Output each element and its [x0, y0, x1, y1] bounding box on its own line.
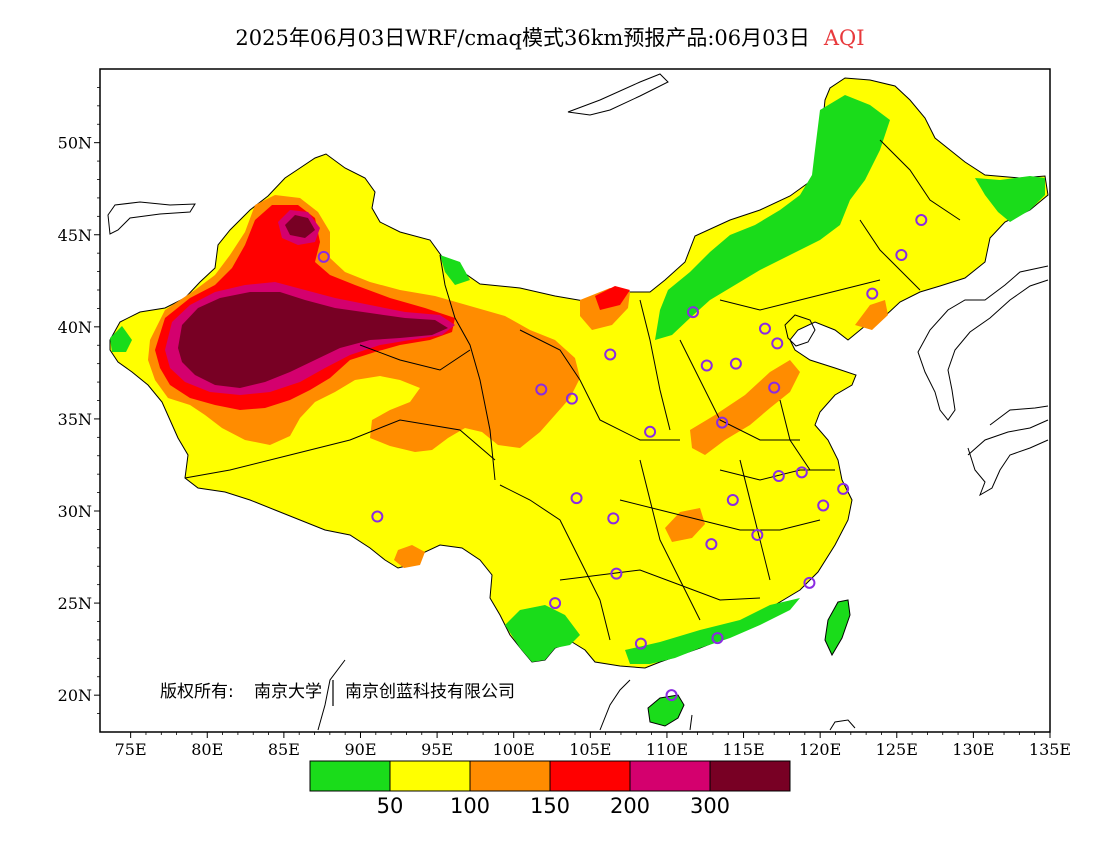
aqi-green-guangdong [625, 598, 800, 664]
station-marker [711, 632, 724, 645]
station-marker [604, 348, 617, 361]
aqi-maroon-taklimakan [178, 292, 448, 388]
lat-tick-label: 40N [58, 318, 92, 337]
station-marker [751, 528, 764, 541]
map-content [107, 73, 1049, 731]
station-marker [803, 576, 816, 589]
station-marker [686, 306, 699, 319]
station-marker [570, 492, 583, 505]
station-marker [634, 637, 647, 650]
colorbar-swatch [469, 760, 551, 792]
lon-tick-label: 110E [646, 740, 688, 759]
colorbar-label: 50 [377, 794, 404, 818]
longitude-axis: 75E 80E 85E 90E 95E 100E 105E 110E 115E 120E 125E 1… [115, 732, 1071, 759]
lat-tick-label: 35N [58, 410, 92, 429]
copyright-org2: 南京创蓝科技有限公司 [345, 682, 515, 702]
station-marker [700, 359, 713, 372]
lon-tick-label: 95E [421, 740, 453, 759]
province-boundaries [184, 139, 961, 641]
aqi-green-northeast [655, 95, 890, 340]
station-marker [705, 538, 718, 551]
station-marker [837, 482, 850, 495]
lon-tick-label: 85E [268, 740, 300, 759]
lat-tick-label: 20N [58, 686, 92, 705]
station-marker [317, 250, 330, 263]
lat-tick-label: 30N [58, 502, 92, 521]
taiwan-island [824, 599, 851, 657]
monitoring-stations [317, 214, 928, 702]
station-marker [726, 493, 739, 506]
aqi-green-heilongjiang [975, 176, 1045, 222]
station-marker [895, 249, 908, 262]
station-marker [817, 499, 830, 512]
lon-tick-label: 90E [344, 740, 376, 759]
aqi-green-yunnan [505, 605, 580, 662]
lon-tick-label: 80E [191, 740, 223, 759]
title-variable: AQI [823, 26, 865, 50]
lon-tick-label: 100E [493, 740, 535, 759]
aqi-maroon-north [285, 215, 315, 238]
aqi-colorbar: 50 100 150 200 300 [309, 760, 791, 818]
colorbar-swatch [709, 760, 791, 792]
colorbar-swatch [629, 760, 711, 792]
lon-tick-label: 105E [569, 740, 611, 759]
station-marker [772, 470, 785, 483]
lon-tick-label: 130E [952, 740, 994, 759]
station-marker [607, 512, 620, 525]
station-marker [644, 425, 657, 438]
lon-tick-label: 115E [722, 740, 764, 759]
aqi-red-northcentral [595, 286, 630, 310]
colorbar-swatch [309, 760, 391, 792]
copyright-prefix: 版权所有: [160, 682, 234, 702]
station-marker [565, 392, 578, 405]
colorbar-swatch [389, 760, 471, 792]
aqi-orange-liaoning [855, 300, 888, 330]
lon-tick-label: 125E [876, 740, 918, 759]
title-text: 2025年06月03日WRF/cmaq模式36km预报产品:06月03日 [235, 26, 810, 50]
station-marker [768, 381, 781, 394]
colorbar-label: 150 [530, 794, 570, 818]
lat-tick-label: 50N [58, 134, 92, 153]
station-marker [915, 214, 928, 227]
hainan-island [647, 694, 685, 727]
colorbar-label: 200 [610, 794, 650, 818]
lon-tick-label: 135E [1029, 740, 1071, 759]
station-marker [716, 416, 729, 429]
copyright-org1: 南京大学 [254, 682, 322, 702]
station-marker [866, 287, 879, 300]
aqi-green-west-tip [110, 326, 132, 352]
lat-tick-label: 45N [58, 226, 92, 245]
station-marker [771, 337, 784, 350]
colorbar-label: 100 [450, 794, 490, 818]
station-marker [371, 510, 384, 523]
latitude-axis: 20N 25N 30N 35N 40N 45N 50N [58, 87, 100, 714]
aqi-orange-hubei [665, 508, 705, 542]
aqi-green-xinjiang-east [440, 255, 470, 285]
station-marker [729, 357, 742, 370]
aqi-orange-tibet-south [394, 545, 425, 568]
station-marker [610, 567, 623, 580]
map-title: 2025年06月03日WRF/cmaq模式36km预报产品:06月03日 AQI [0, 22, 1100, 52]
neighbour-outlines [107, 73, 1049, 731]
lon-tick-label: 120E [799, 740, 841, 759]
station-marker [535, 383, 548, 396]
colorbar-label: 300 [690, 794, 730, 818]
station-marker [759, 322, 771, 335]
station-marker [795, 466, 808, 479]
station-marker [549, 597, 562, 610]
station-marker [665, 689, 678, 702]
lon-tick-label: 75E [115, 740, 147, 759]
colorbar-swatch [549, 760, 631, 792]
lat-tick-label: 25N [58, 594, 92, 613]
copyright-block: 版权所有: 南京大学 南京创蓝科技有限公司 [160, 680, 515, 706]
